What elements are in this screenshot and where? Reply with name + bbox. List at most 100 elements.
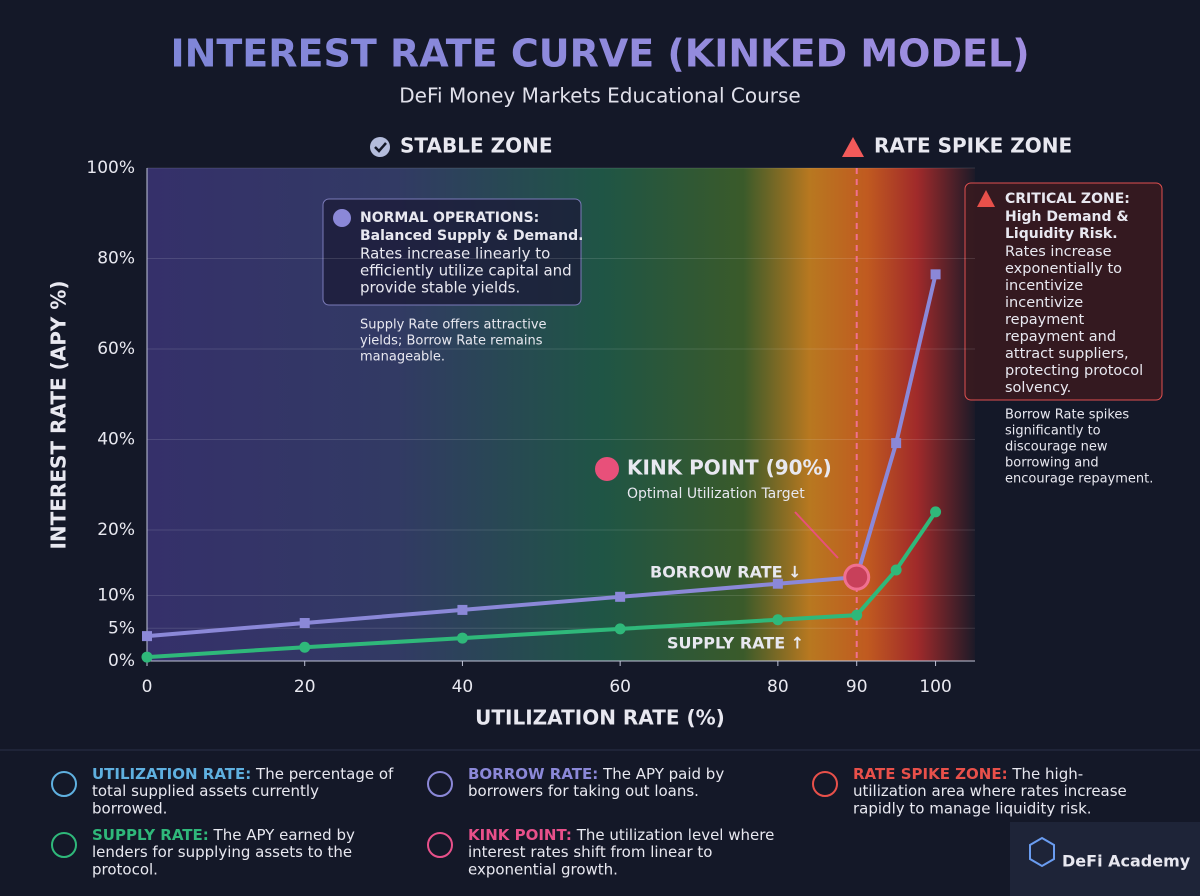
y-axis-label: INTEREST RATE (APY %) — [47, 280, 71, 549]
annotation-line: repayment and — [1005, 329, 1116, 345]
annotation-line: manageable. — [360, 350, 445, 365]
check-icon — [333, 209, 351, 227]
warning-icon — [977, 190, 995, 207]
marker — [930, 269, 941, 280]
annotation-line: discourage new — [1005, 440, 1108, 455]
definition-icon — [51, 771, 77, 797]
annotation-line: efficiently utilize capital and — [360, 262, 572, 280]
definition-term: KINK POINT: — [468, 826, 572, 844]
marker — [141, 651, 153, 663]
definition-icon — [51, 832, 77, 858]
definition-line: utilization area where rates increase — [853, 782, 1127, 800]
y-tick-label: 20% — [97, 520, 135, 540]
x-tick-label: 40 — [452, 677, 474, 697]
kink-marker — [843, 563, 871, 591]
definition-line: protocol. — [92, 861, 158, 879]
marker — [890, 564, 902, 576]
x-tick-label: 80 — [767, 677, 789, 697]
critical-box — [964, 182, 1163, 401]
definition-term: RATE SPIKE ZONE: — [853, 765, 1008, 783]
legend-label: SUPPLY RATE ↑ — [667, 634, 804, 653]
marker — [615, 591, 626, 602]
legend-label: BORROW RATE ↓ — [650, 563, 802, 582]
annotation-line: Supply Rate offers attractive — [360, 318, 547, 333]
series-line — [146, 273, 938, 639]
definition-text: The percentage of — [255, 765, 394, 783]
annotation-bold: Balanced Supply & Demand. — [360, 228, 583, 244]
x-tick-label: 90 — [846, 677, 868, 697]
definition-text: The utilization level where — [576, 826, 775, 844]
annotation-line: Borrow Rate spikes — [1005, 408, 1129, 423]
y-tick-label: 0% — [108, 651, 135, 671]
annotation-heading: CRITICAL ZONE: — [1005, 191, 1130, 207]
normal-box — [322, 198, 582, 306]
definition-line: borrowed. — [92, 800, 167, 818]
annotation-line: High Demand & — [1005, 209, 1129, 225]
marker — [614, 623, 626, 635]
warning-icon — [842, 137, 864, 157]
definition-first-line: KINK POINT: The utilization level where — [468, 826, 774, 844]
x-tick-label: 60 — [609, 677, 631, 697]
annotation-line: encourage repayment. — [1005, 472, 1153, 487]
definition-line: rapidly to manage liquidity risk. — [853, 800, 1092, 818]
marker — [142, 631, 152, 642]
marker — [457, 604, 468, 615]
definition-icon — [812, 771, 838, 797]
definition-text: The high- — [1011, 765, 1083, 783]
check-mark — [374, 142, 387, 153]
kink-label: KINK POINT (90%) — [627, 456, 832, 480]
definition-text: The APY earned by — [213, 826, 355, 844]
y-tick-label: 100% — [86, 158, 135, 178]
annotation-line: attract suppliers, — [1005, 346, 1129, 362]
annotation-heading: NORMAL OPERATIONS: — [360, 210, 539, 226]
x-axis-label: UTILIZATION RATE (%) — [475, 706, 725, 730]
annotation-line: Rates increase linearly to — [360, 245, 550, 263]
definition-icon — [427, 771, 453, 797]
y-tick-label: 60% — [97, 339, 135, 359]
definition-term: SUPPLY RATE: — [92, 826, 209, 844]
definition-line: total supplied assets currently — [92, 782, 319, 800]
y-tick-label: 5% — [108, 618, 135, 638]
zone-label: STABLE ZONE — [400, 134, 553, 158]
marker — [930, 506, 942, 518]
definition-line: borrowers for taking out loans. — [468, 782, 699, 800]
annotation-line: significantly to — [1005, 424, 1101, 439]
definition-line: lenders for supplying assets to the — [92, 843, 352, 861]
marker — [851, 609, 863, 621]
annotation-line: incentivize — [1005, 295, 1083, 311]
title: INTEREST RATE CURVE (KINKED MODEL) — [170, 32, 1029, 76]
definition-first-line: SUPPLY RATE: The APY earned by — [92, 826, 355, 844]
annotation-line: exponentially to — [1005, 261, 1122, 277]
definition-term: BORROW RATE: — [468, 765, 598, 783]
check-icon — [370, 137, 390, 157]
zone-label: RATE SPIKE ZONE — [874, 134, 1072, 158]
annotation-line: incentivize — [1005, 278, 1083, 294]
brand: DeFi Academy — [1062, 852, 1191, 871]
definition-term: UTILIZATION RATE: — [92, 765, 251, 783]
annotation-line: solvency. — [1005, 380, 1071, 396]
marker — [299, 618, 310, 629]
annotation-line: provide stable yields. — [360, 279, 520, 297]
kink-sublabel: Optimal Utilization Target — [627, 486, 805, 502]
definition-first-line: BORROW RATE: The APY paid by — [468, 765, 724, 783]
y-tick-label: 80% — [97, 249, 135, 269]
marker — [772, 578, 783, 589]
brand-box — [1010, 822, 1200, 896]
marker — [456, 632, 468, 644]
y-tick-label: 10% — [97, 586, 135, 606]
marker — [772, 614, 784, 626]
definition-text: The APY paid by — [602, 765, 724, 783]
definition-line: exponential growth. — [468, 861, 618, 879]
definition-icon — [427, 832, 453, 858]
kink-arrow — [794, 511, 839, 559]
annotation-line: Rates increase — [1005, 244, 1112, 260]
x-tick-label: 0 — [142, 677, 153, 697]
marker — [299, 641, 311, 653]
x-tick-label: 100 — [919, 677, 951, 697]
x-tick-label: 20 — [294, 677, 316, 697]
y-tick-label: 40% — [97, 430, 135, 450]
marker — [891, 438, 902, 449]
definition-first-line: RATE SPIKE ZONE: The high- — [853, 765, 1083, 783]
annotation-line: Liquidity Risk. — [1005, 226, 1118, 242]
